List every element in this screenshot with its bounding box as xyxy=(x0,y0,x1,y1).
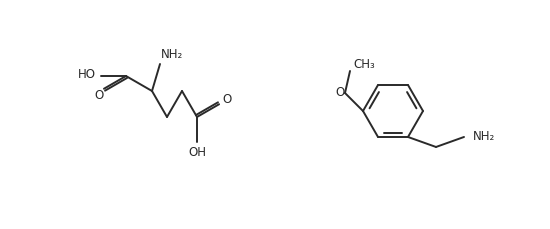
Text: CH₃: CH₃ xyxy=(353,58,375,71)
Text: O: O xyxy=(336,87,345,99)
Text: HO: HO xyxy=(78,68,96,81)
Text: O: O xyxy=(222,93,232,106)
Text: NH₂: NH₂ xyxy=(473,131,495,144)
Text: NH₂: NH₂ xyxy=(161,47,183,60)
Text: O: O xyxy=(94,89,103,102)
Text: OH: OH xyxy=(188,146,206,159)
